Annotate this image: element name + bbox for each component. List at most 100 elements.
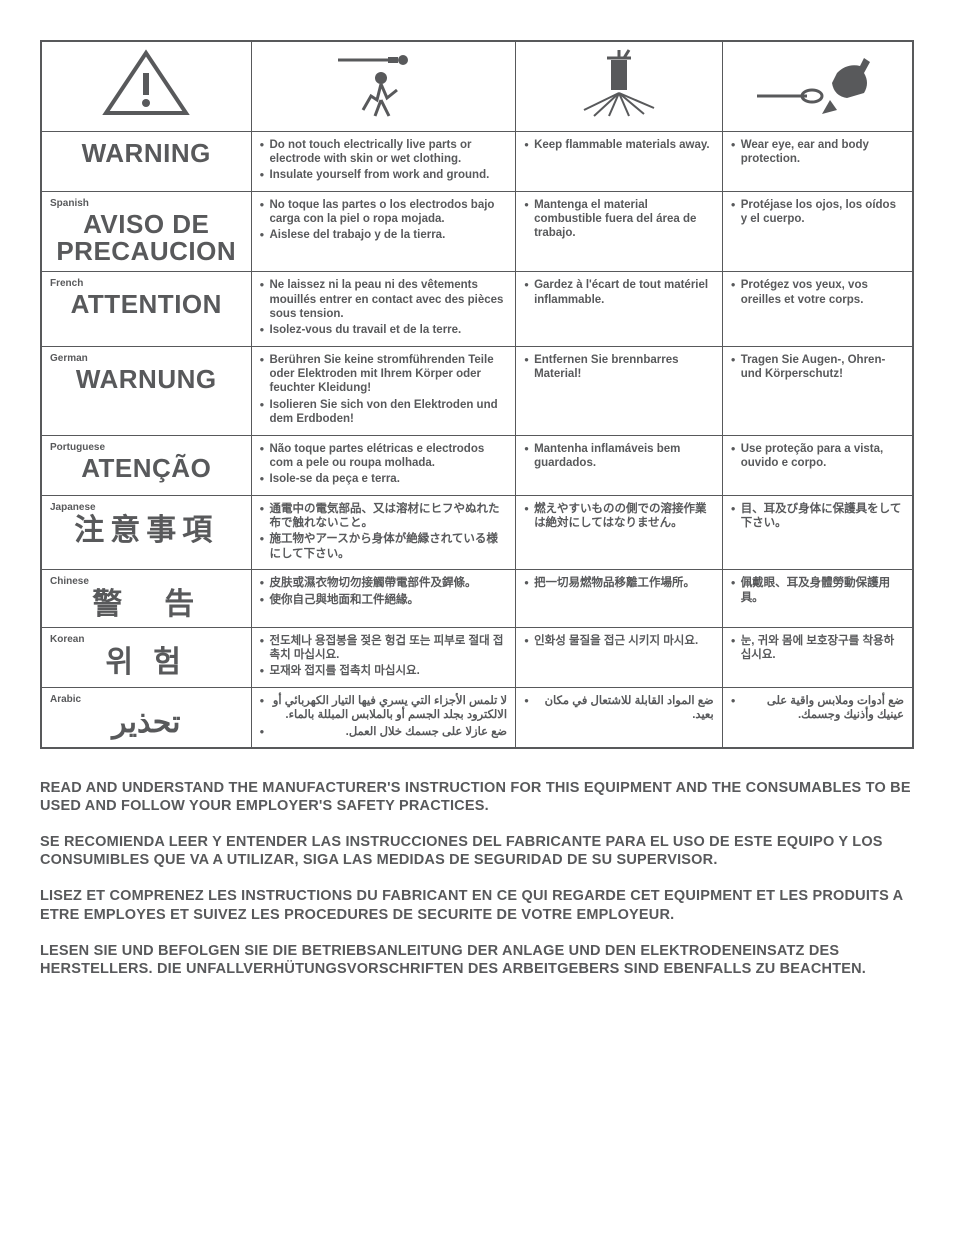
lang-heading: تحذير	[50, 705, 243, 739]
bullet-item: 施工物やアースから身体が絶縁されている様にして下さい。	[260, 532, 508, 561]
bullet-list: Berühren Sie keine stromführenden Teile …	[260, 353, 508, 427]
warning-cell-c2: Keep flammable materials away.	[516, 131, 723, 191]
bullet-list: Entfernen Sie brennbarres Material!	[524, 353, 714, 382]
lang-cell: SpanishAVISO DE PRECAUCION	[41, 191, 251, 272]
footer-para-3: LESEN SIE UND BEFOLGEN SIE DIE BETRIEBSA…	[40, 942, 914, 978]
lang-heading: 注意事項	[50, 513, 243, 547]
lang-heading: 警 告	[50, 587, 243, 621]
lang-cell: Arabicتحذير	[41, 687, 251, 748]
bullet-item: 佩戴眼、耳及身體勞動保護用具。	[731, 576, 904, 605]
bullet-item: 눈, 귀와 몸에 보호장구를 착용하십시요.	[731, 634, 904, 663]
header-icon-shock	[251, 41, 516, 131]
bullet-list: Tragen Sie Augen-, Ohren- und Körperschu…	[731, 353, 904, 382]
warning-cell-c1: Do not touch electrically live parts or …	[251, 131, 516, 191]
warning-cell-c2: 燃えやすいものの側での溶接作業は絶対にしてはなりません。	[516, 495, 723, 570]
lang-cell: Chinese警 告	[41, 570, 251, 628]
bullet-item: Mantenha inflamáveis bem guardados.	[524, 442, 714, 471]
bullet-item: Keep flammable materials away.	[524, 138, 714, 152]
bullet-item: Berühren Sie keine stromführenden Teile …	[260, 353, 508, 396]
lang-cell: GermanWARNUNG	[41, 346, 251, 435]
bullet-list: 皮肤或濕衣物切勿接觸帶電部件及銲條。使你自己與地面和工件絕緣。	[260, 576, 508, 607]
bullet-list: 通電中の電気部品、又は溶材にヒフやぬれた布で触れないこと。施工物やアースから身体…	[260, 502, 508, 562]
bullet-item: Ne laissez ni la peau ni des vêtements m…	[260, 278, 508, 321]
bullet-item: 燃えやすいものの側での溶接作業は絶対にしてはなりません。	[524, 502, 714, 531]
warning-cell-c1: Não toque partes elétricas e electrodos …	[251, 435, 516, 495]
lang-label: Spanish	[50, 198, 243, 209]
lang-cell: Japanese注意事項	[41, 495, 251, 570]
bullet-item: Use proteção para a vista, ouvido e corp…	[731, 442, 904, 471]
bullet-item: No toque las partes o los electrodos baj…	[260, 198, 508, 227]
warning-cell-c2: Entfernen Sie brennbarres Material!	[516, 346, 723, 435]
lang-heading: AVISO DE PRECAUCION	[50, 209, 243, 266]
warning-cell-c3: Wear eye, ear and body protection.	[722, 131, 913, 191]
lang-cell: Korean위 험	[41, 627, 251, 687]
warning-cell-c3: Use proteção para a vista, ouvido e corp…	[722, 435, 913, 495]
lang-row-6: Chinese警 告皮肤或濕衣物切勿接觸帶電部件及銲條。使你自己與地面和工件絕緣…	[41, 570, 913, 628]
bullet-item: Do not touch electrically live parts or …	[260, 138, 508, 167]
footer-para-0: READ AND UNDERSTAND THE MANUFACTURER'S I…	[40, 779, 914, 815]
bullet-item: Mantenga el material combustible fuera d…	[524, 198, 714, 241]
warning-cell-c1: 通電中の電気部品、又は溶材にヒフやぬれた布で触れないこと。施工物やアースから身体…	[251, 495, 516, 570]
icon-header-row	[41, 41, 913, 131]
header-icon-fire	[516, 41, 723, 131]
bullet-item: 把一切易燃物品移離工作場所。	[524, 576, 714, 590]
fire-sparks-icon	[559, 48, 679, 118]
bullet-list: ضع المواد القابلة للاشتعال في مكان بعيد.	[524, 694, 714, 723]
bullet-list: Mantenha inflamáveis bem guardados.	[524, 442, 714, 471]
bullet-list: No toque las partes o los electrodos baj…	[260, 198, 508, 243]
lang-cell: PortugueseATENÇÃO	[41, 435, 251, 495]
lang-row-2: FrenchATTENTIONNe laissez ni la peau ni …	[41, 272, 913, 347]
lang-row-1: SpanishAVISO DE PRECAUCION No toque las p…	[41, 191, 913, 272]
lang-label: Portuguese	[50, 442, 243, 453]
bullet-list: 눈, 귀와 몸에 보호장구를 착용하십시요.	[731, 634, 904, 663]
bullet-item: Não toque partes elétricas e electrodos …	[260, 442, 508, 471]
warning-cell-c3: 目、耳及び身体に保護具をして下さい。	[722, 495, 913, 570]
bullet-list: Wear eye, ear and body protection.	[731, 138, 904, 167]
bullet-item: 인화성 물질을 접근 시키지 마시요.	[524, 634, 714, 648]
lang-heading: 위 험	[50, 645, 243, 679]
bullet-list: 把一切易燃物品移離工作場所。	[524, 576, 714, 590]
bullet-item: 目、耳及び身体に保護具をして下さい。	[731, 502, 904, 531]
bullet-list: Protéjase los ojos, los oídos y el cuerp…	[731, 198, 904, 227]
lang-label: Korean	[50, 634, 243, 645]
lang-row-3: GermanWARNUNGBerühren Sie keine stromfüh…	[41, 346, 913, 435]
bullet-list: لا تلمس الأجزاء التي يسري فيها التيار ال…	[260, 694, 508, 739]
lang-cell: WARNING	[41, 131, 251, 191]
bullet-item: Protégez vos yeux, vos oreilles et votre…	[731, 278, 904, 307]
warning-cell-c3: Tragen Sie Augen-, Ohren- und Körperschu…	[722, 346, 913, 435]
header-icon-ppe	[722, 41, 913, 131]
bullet-item: 皮肤或濕衣物切勿接觸帶電部件及銲條。	[260, 576, 508, 590]
lang-heading: ATENÇÃO	[50, 453, 243, 482]
lang-row-8: Arabicتحذيرلا تلمس الأجزاء التي يسري فيه…	[41, 687, 913, 748]
footer-para-2: LISEZ ET COMPRENEZ LES INSTRUCTIONS DU F…	[40, 887, 914, 923]
bullet-item: Isole-se da peça e terra.	[260, 472, 508, 486]
bullet-item: 使你自己與地面和工件絕緣。	[260, 593, 508, 607]
warning-cell-c3: ضع أدوات وملابس واقية على عينيك وأذنيك و…	[722, 687, 913, 748]
warning-cell-c1: 전도체나 용접봉을 젖은 헝겁 또는 피부로 절대 접촉치 마십시요.모재와 접…	[251, 627, 516, 687]
lang-label: Japanese	[50, 502, 243, 513]
bullet-item: Entfernen Sie brennbarres Material!	[524, 353, 714, 382]
bullet-item: ضع المواد القابلة للاشتعال في مكان بعيد.	[524, 694, 714, 723]
lang-label: Arabic	[50, 694, 243, 705]
warning-cell-c2: Mantenha inflamáveis bem guardados.	[516, 435, 723, 495]
bullet-list: 佩戴眼、耳及身體勞動保護用具。	[731, 576, 904, 605]
bullet-list: Use proteção para a vista, ouvido e corp…	[731, 442, 904, 471]
warning-cell-c2: Mantenga el material combustible fuera d…	[516, 191, 723, 272]
bullet-list: ضع أدوات وملابس واقية على عينيك وأذنيك و…	[731, 694, 904, 723]
warning-cell-c1: 皮肤或濕衣物切勿接觸帶電部件及銲條。使你自己與地面和工件絕緣。	[251, 570, 516, 628]
bullet-list: Ne laissez ni la peau ni des vêtements m…	[260, 278, 508, 338]
footer-para-1: SE RECOMIENDA LEER Y ENTENDER LAS INSTRU…	[40, 833, 914, 869]
warning-cell-c2: 把一切易燃物品移離工作場所。	[516, 570, 723, 628]
bullet-item: ضع أدوات وملابس واقية على عينيك وأذنيك و…	[731, 694, 904, 723]
lang-cell: FrenchATTENTION	[41, 272, 251, 347]
warning-cell-c2: Gardez à l'écart de tout matériel inflam…	[516, 272, 723, 347]
bullet-list: Mantenga el material combustible fuera d…	[524, 198, 714, 241]
warning-cell-c2: 인화성 물질을 접근 시키지 마시요.	[516, 627, 723, 687]
lang-label: Chinese	[50, 576, 243, 587]
bullet-list: 燃えやすいものの側での溶接作業は絶対にしてはなりません。	[524, 502, 714, 531]
bullet-list: Protégez vos yeux, vos oreilles et votre…	[731, 278, 904, 307]
ppe-icon	[752, 48, 882, 118]
bullet-list: Keep flammable materials away.	[524, 138, 714, 152]
bullet-list: 인화성 물질을 접근 시키지 마시요.	[524, 634, 714, 648]
lang-row-7: Korean위 험전도체나 용접봉을 젖은 헝겁 또는 피부로 절대 접촉치 마…	[41, 627, 913, 687]
